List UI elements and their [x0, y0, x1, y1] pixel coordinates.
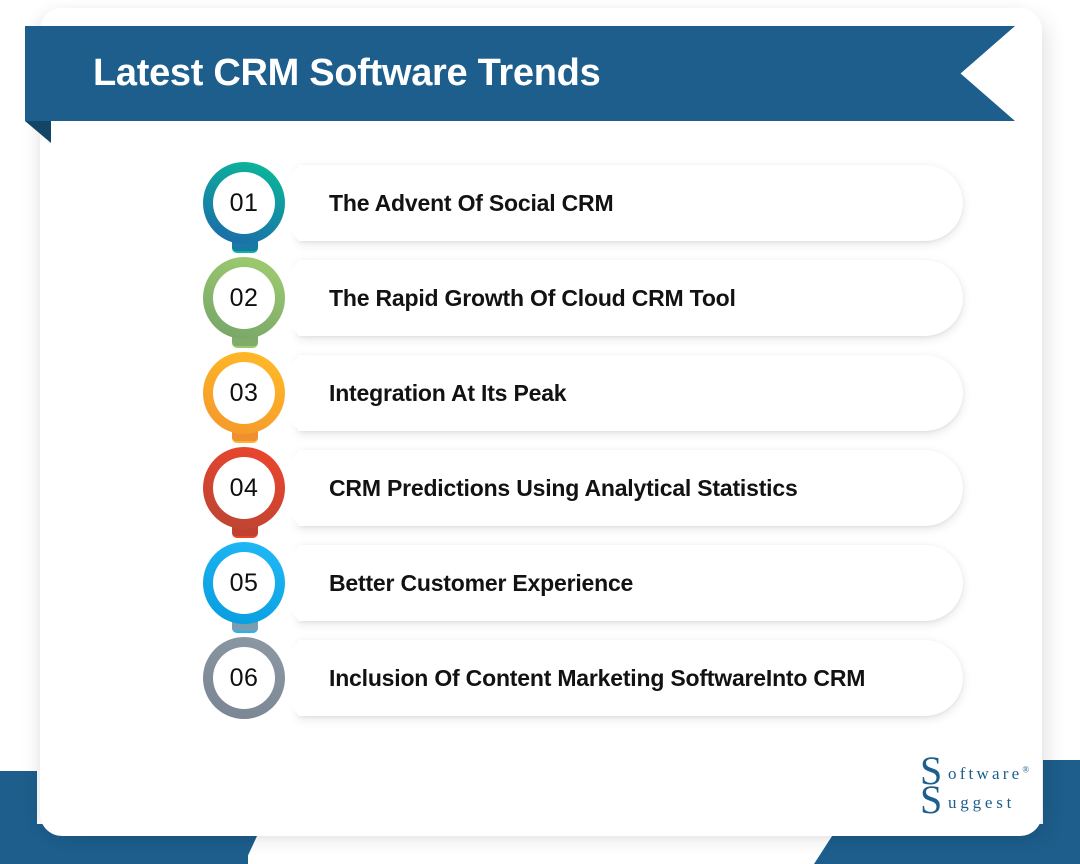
step-marker-05[interactable]: 05: [203, 542, 285, 624]
softwaresuggest-logo: S oftware® S uggest: [920, 751, 1080, 827]
content-card: Latest CRM Software Trends The Advent Of…: [25, 8, 1042, 836]
trend-item-label: Inclusion Of Content Marketing SoftwareI…: [329, 664, 866, 691]
trend-item[interactable]: CRM Predictions Using Analytical Statist…: [298, 450, 963, 526]
timeline-row: The Advent Of Social CRM 01: [165, 155, 1005, 253]
step-number: 06: [213, 647, 275, 709]
trend-item-label: Integration At Its Peak: [329, 379, 567, 406]
step-marker-01[interactable]: 01: [203, 162, 285, 244]
trend-item[interactable]: The Rapid Growth Of Cloud CRM Tool: [298, 260, 963, 336]
timeline-row: CRM Predictions Using Analytical Statist…: [165, 440, 1005, 538]
trend-item-label: The Advent Of Social CRM: [329, 189, 614, 216]
trends-timeline: The Advent Of Social CRM 01 The Rapid Grow…: [165, 155, 1005, 725]
logo-cap-s-first: S: [920, 748, 946, 793]
decorative-band-right: [1043, 760, 1080, 830]
timeline-row: The Rapid Growth Of Cloud CRM Tool 02: [165, 250, 1005, 348]
step-marker-03[interactable]: 03: [203, 352, 285, 434]
logo-word-software: oftware: [948, 764, 1023, 783]
trend-item[interactable]: Inclusion Of Content Marketing SoftwareI…: [298, 640, 963, 716]
step-number: 05: [213, 552, 275, 614]
step-number: 03: [213, 362, 275, 424]
step-marker-02[interactable]: 02: [203, 257, 285, 339]
step-number: 02: [213, 267, 275, 329]
step-marker-06[interactable]: 06: [203, 637, 285, 719]
logo-line-software: S oftware®: [920, 751, 1080, 791]
ribbon-shape: [25, 26, 1015, 121]
timeline-row: Better Customer Experience 05: [165, 535, 1005, 633]
step-number: 01: [213, 172, 275, 234]
trend-item-label: CRM Predictions Using Analytical Statist…: [329, 474, 798, 501]
step-number: 04: [213, 457, 275, 519]
step-marker-04[interactable]: 04: [203, 447, 285, 529]
trend-item[interactable]: Integration At Its Peak: [298, 355, 963, 431]
timeline-row: Integration At Its Peak 03: [165, 345, 1005, 443]
timeline-row: Inclusion Of Content Marketing SoftwareI…: [165, 630, 1005, 725]
page-title: Latest CRM Software Trends: [93, 52, 601, 94]
logo-cap-s-second: S: [920, 777, 947, 822]
trend-item-label: Better Customer Experience: [329, 569, 634, 596]
trend-item[interactable]: The Advent Of Social CRM: [298, 165, 963, 241]
logo-word-suggest: uggest: [948, 793, 1016, 812]
trend-item[interactable]: Better Customer Experience: [298, 545, 963, 621]
header-ribbon: Latest CRM Software Trends: [25, 26, 1015, 143]
ribbon-fold: [25, 121, 51, 143]
trend-item-label: The Rapid Growth Of Cloud CRM Tool: [329, 284, 736, 311]
registered-mark-icon: ®: [1022, 764, 1030, 775]
logo-line-suggest: S uggest: [920, 780, 1080, 820]
